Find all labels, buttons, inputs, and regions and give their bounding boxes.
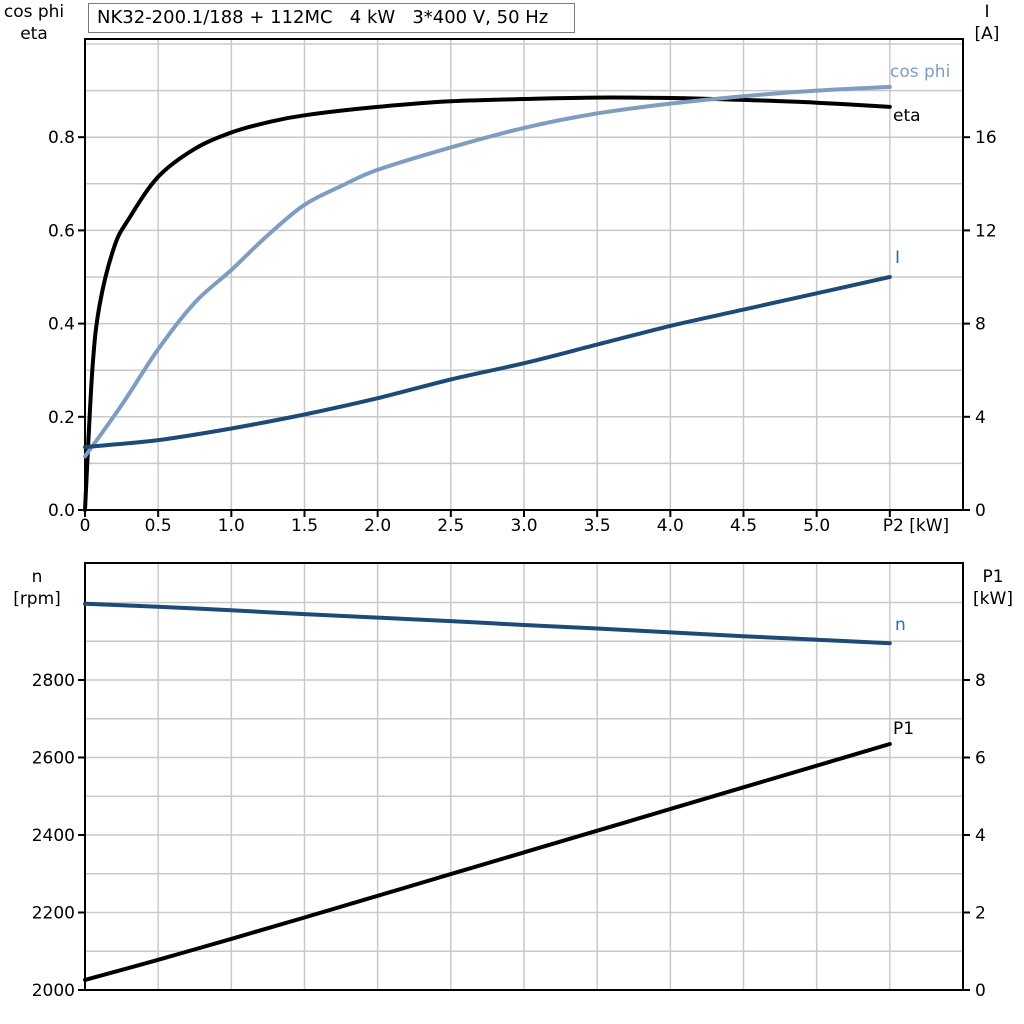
x-tick-label: 2.5 [437, 516, 464, 536]
chart-speed-power: 2000 2200 2400 2600 2800 0 2 4 6 8 n P1 [32, 562, 986, 1001]
axis-title-line: n [31, 567, 43, 587]
x-tick-label: 0 [80, 516, 91, 536]
y-right-tick-label: 0 [975, 501, 986, 521]
axis-title-line: I [984, 2, 990, 22]
y-right-tick-label: 8 [975, 671, 986, 691]
y-left-tick-label: 2600 [32, 749, 75, 769]
y-left-tick-label: 0.6 [48, 221, 75, 241]
axis-title-line: [A] [974, 24, 1000, 44]
bottom-chart-right-axis-title: P1 [kW] [962, 566, 1024, 610]
x-tick-label: 2.0 [364, 516, 391, 536]
y-right-tick-label: 4 [975, 826, 986, 846]
axis-title-line: eta [20, 24, 48, 44]
curve-label-n: n [895, 615, 906, 635]
x-tick-label: 0.5 [145, 516, 172, 536]
bottom-chart-left-axis-title: n [rpm] [6, 566, 68, 610]
x-tick-label: 3.0 [510, 516, 537, 536]
axis-title-line: [kW] [973, 589, 1013, 609]
curve-n [83, 601, 892, 646]
y-left-tick-label: 0.4 [48, 315, 75, 335]
curve-I [83, 275, 892, 450]
x-tick-label: 1.5 [291, 516, 318, 536]
curve-label-eta: eta [893, 106, 921, 126]
y-left-tick-label: 2200 [32, 904, 75, 924]
curve-label-cos_phi: cos phi [890, 62, 950, 82]
y-left-tick-label: 2800 [32, 671, 75, 691]
curve-label-P1: P1 [893, 719, 914, 739]
chart-title: NK32-200.1/188 + 112MC 4 kW 3*400 V, 50 … [88, 3, 575, 33]
x-tick-label: 3.5 [584, 516, 611, 536]
y-right-tick-label: 16 [975, 128, 997, 148]
axis-title-line: [rpm] [13, 589, 61, 609]
curve-P1 [83, 742, 892, 982]
y-left-tick-label: 0.8 [48, 128, 75, 148]
plot-border [84, 562, 964, 991]
y-right-tick-label: 0 [975, 981, 986, 1001]
curve-label-I: I [895, 248, 900, 268]
top-chart-right-axis-title: I [A] [958, 1, 1016, 45]
y-left-tick-label: 2400 [32, 826, 75, 846]
curve-eta [83, 95, 892, 512]
y-right-tick-label: 12 [975, 221, 997, 241]
y-left-tick-label: 0.0 [48, 501, 75, 521]
x-tick-label: 1.0 [218, 516, 245, 536]
axis-title-line: cos phi [3, 2, 65, 22]
x-axis-label: P2 [kW] [883, 516, 949, 536]
y-left-tick-label: 0.2 [48, 408, 75, 428]
y-right-tick-label: 2 [975, 904, 986, 924]
axis-title-line: P1 [982, 567, 1004, 587]
chart-electrical: 0 0.5 1.0 1.5 2.0 2.5 3.0 3.5 4.0 4.5 5.0 P2 [kW] 0.… [48, 38, 997, 536]
x-tick-label: 4.0 [657, 516, 684, 536]
curve-cos_phi [83, 84, 892, 459]
y-right-tick-label: 6 [975, 749, 986, 769]
y-right-tick-label: 8 [975, 315, 986, 335]
y-right-tick-label: 4 [975, 408, 986, 428]
y-left-tick-label: 2000 [32, 981, 75, 1001]
top-chart-left-axis-title: cos phi eta [2, 1, 66, 45]
x-tick-label: 4.5 [730, 516, 757, 536]
x-tick-label: 5.0 [803, 516, 830, 536]
